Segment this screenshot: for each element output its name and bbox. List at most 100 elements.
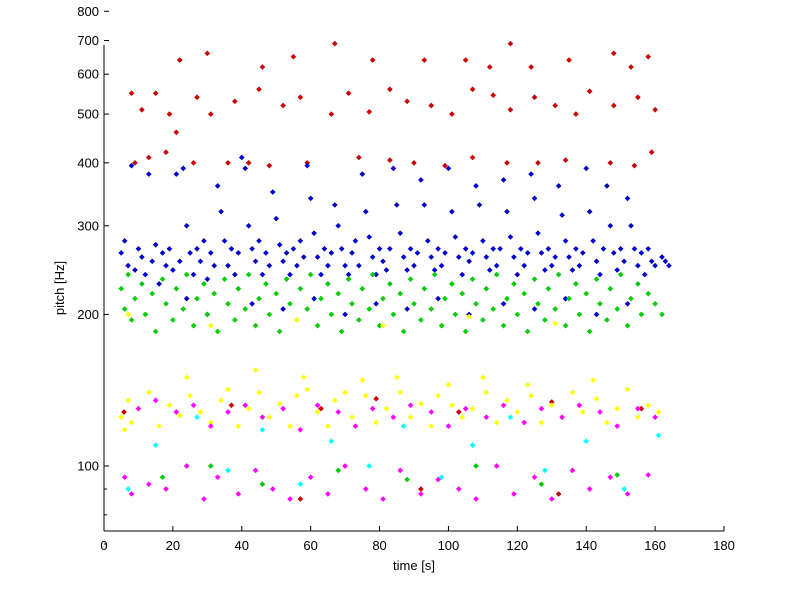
data-point xyxy=(369,271,376,278)
data-point xyxy=(201,496,207,502)
data-point xyxy=(600,245,607,252)
data-point xyxy=(404,306,410,312)
data-point xyxy=(645,53,652,60)
data-point xyxy=(397,389,404,396)
data-point xyxy=(614,405,621,412)
x-tick-label: 40 xyxy=(235,538,249,553)
data-point xyxy=(576,311,583,318)
data-point xyxy=(504,397,510,404)
data-point xyxy=(607,160,614,166)
data-point xyxy=(300,254,307,260)
data-point xyxy=(548,402,555,409)
data-point xyxy=(662,258,669,265)
data-point xyxy=(500,322,507,329)
data-point xyxy=(331,397,338,404)
data-point xyxy=(404,267,410,273)
data-point xyxy=(569,467,576,474)
data-point xyxy=(424,238,431,244)
data-point xyxy=(135,245,142,252)
data-point xyxy=(283,276,290,282)
data-point xyxy=(297,238,304,244)
data-point xyxy=(635,262,641,269)
data-point xyxy=(552,306,559,312)
y-axis-label: pitch [Hz] xyxy=(52,261,67,315)
data-point xyxy=(128,491,135,497)
data-point xyxy=(269,189,276,195)
data-point xyxy=(187,250,193,256)
data-point xyxy=(466,258,472,265)
data-point xyxy=(500,177,507,183)
data-point xyxy=(218,397,224,404)
data-point xyxy=(314,409,321,415)
data-point xyxy=(407,245,414,252)
data-point xyxy=(304,306,311,312)
data-point xyxy=(531,195,538,202)
data-point xyxy=(345,90,352,97)
data-point xyxy=(514,409,521,415)
data-point xyxy=(593,276,600,282)
data-point xyxy=(583,438,590,445)
data-point xyxy=(276,400,283,407)
data-point xyxy=(152,328,159,335)
data-point xyxy=(307,195,314,202)
data-point xyxy=(648,258,655,265)
data-point xyxy=(569,389,576,396)
data-point xyxy=(507,414,514,421)
data-point xyxy=(314,254,321,260)
data-point xyxy=(145,171,152,177)
data-point xyxy=(462,405,469,412)
data-point xyxy=(628,295,634,302)
data-point xyxy=(462,245,469,252)
data-point xyxy=(121,426,128,433)
data-point xyxy=(469,86,476,93)
y-tick-label: 700 xyxy=(77,33,99,48)
data-point xyxy=(152,241,159,248)
data-point xyxy=(176,412,183,419)
data-point xyxy=(535,230,541,237)
data-points xyxy=(118,40,672,502)
data-point xyxy=(245,271,252,278)
data-point xyxy=(624,195,631,202)
data-point xyxy=(183,463,190,469)
data-point xyxy=(201,281,207,287)
data-point xyxy=(621,486,627,492)
y-tick-label: 200 xyxy=(77,307,99,322)
data-point xyxy=(504,208,510,215)
data-point xyxy=(225,262,231,269)
data-point xyxy=(166,111,173,117)
data-point xyxy=(249,300,255,307)
data-point xyxy=(259,426,266,433)
data-point xyxy=(225,300,231,307)
data-point xyxy=(507,40,514,47)
data-point xyxy=(390,414,397,421)
data-point xyxy=(559,212,565,218)
data-point xyxy=(249,245,255,252)
data-point xyxy=(297,94,304,101)
data-point xyxy=(511,491,517,497)
data-point xyxy=(562,238,569,244)
data-point xyxy=(500,402,507,409)
data-point xyxy=(418,491,424,497)
data-point xyxy=(349,414,355,421)
data-point xyxy=(521,262,528,269)
data-point xyxy=(242,165,249,172)
data-point xyxy=(635,414,641,421)
data-point xyxy=(555,491,562,497)
axes: 0 20 40 60 80 100 120 140 160 180 100 200 300 400 500… xyxy=(77,4,735,553)
data-point xyxy=(242,402,249,409)
data-point xyxy=(383,267,390,273)
x-tick-label: 180 xyxy=(713,538,735,553)
data-point xyxy=(569,267,576,273)
data-point xyxy=(190,271,197,278)
data-point xyxy=(493,271,500,278)
data-point xyxy=(555,271,562,278)
data-point xyxy=(393,374,400,381)
data-point xyxy=(170,317,176,323)
data-point xyxy=(652,300,658,307)
data-point xyxy=(242,306,249,312)
data-point xyxy=(176,258,183,265)
data-point xyxy=(362,392,369,399)
data-point xyxy=(538,250,545,256)
data-point xyxy=(207,322,214,329)
data-point xyxy=(156,281,162,287)
